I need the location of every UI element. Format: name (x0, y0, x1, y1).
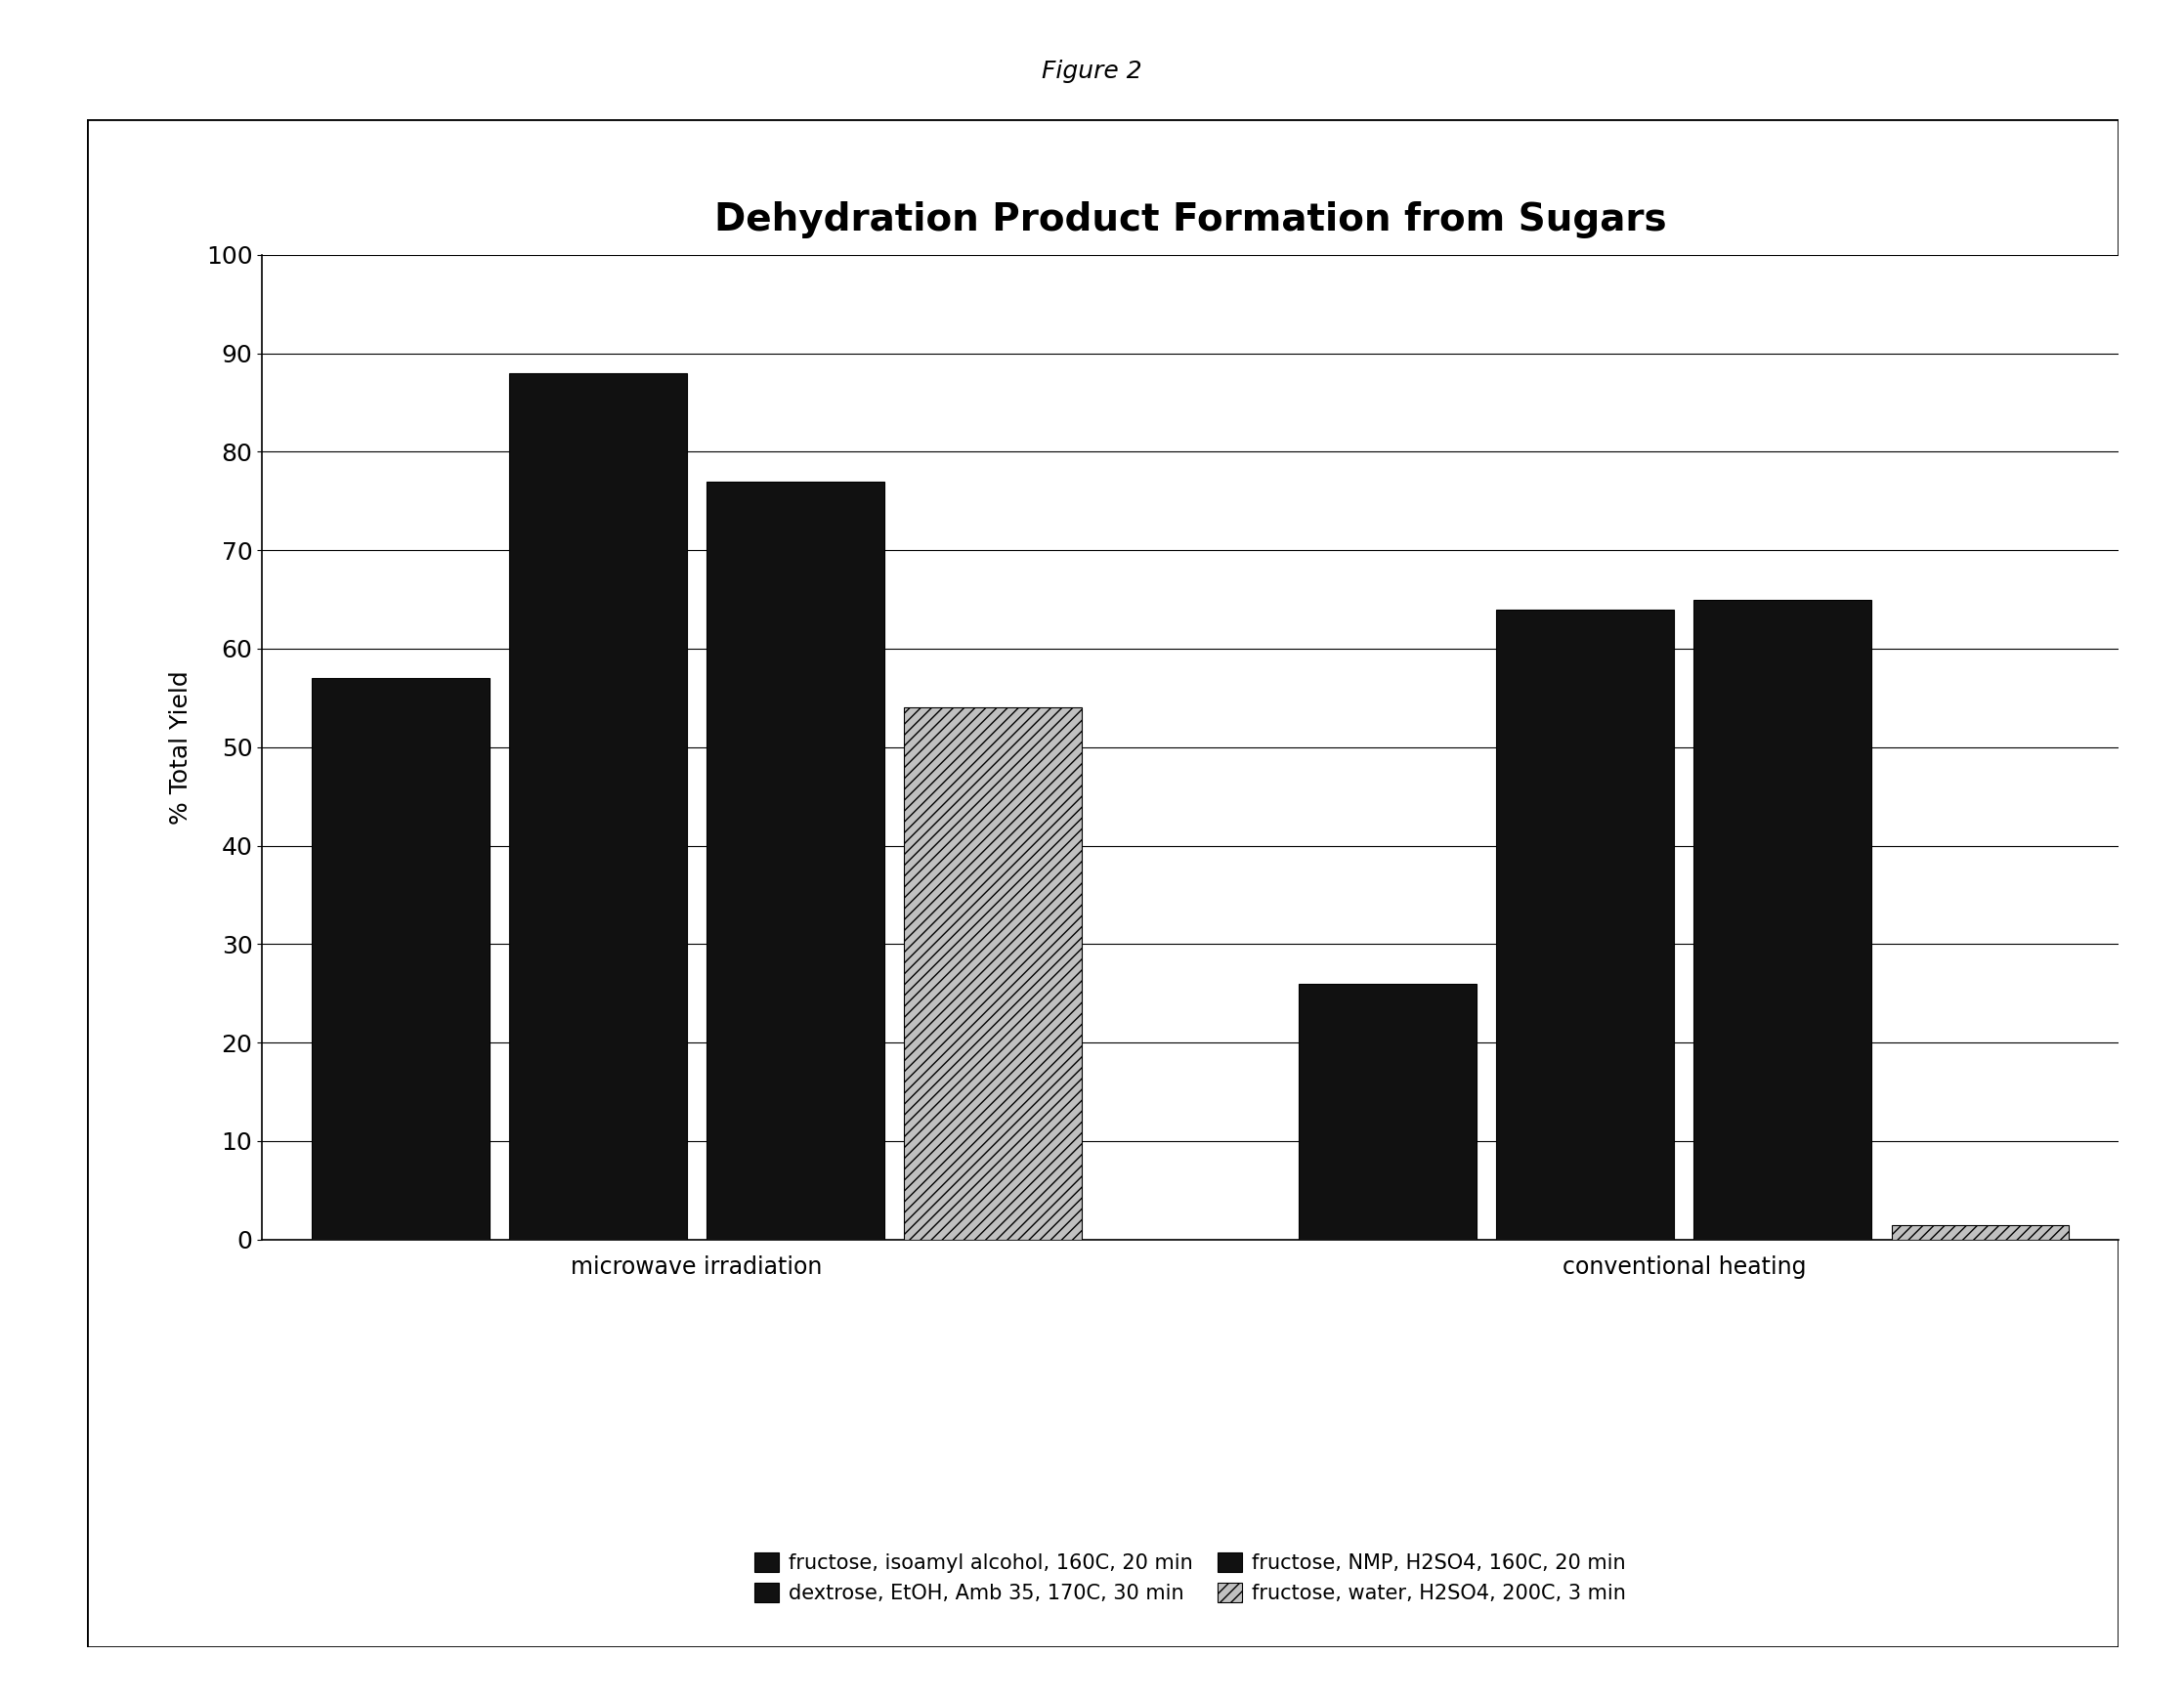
Y-axis label: % Total Yield: % Total Yield (168, 671, 192, 824)
Legend: fructose, isoamyl alcohol, 160C, 20 min, dextrose, EtOH, Amb 35, 170C, 30 min, f: fructose, isoamyl alcohol, 160C, 20 min,… (753, 1552, 1627, 1603)
Bar (705, 481, 885, 1240)
Bar (904, 708, 1081, 1240)
Text: Figure 2: Figure 2 (1042, 59, 1142, 83)
Bar (1695, 599, 1872, 1240)
Title: Dehydration Product Formation from Sugars: Dehydration Product Formation from Sugar… (714, 200, 1666, 238)
Bar (1496, 610, 1675, 1240)
Bar (312, 678, 489, 1240)
Bar (1299, 983, 1476, 1240)
Bar (509, 374, 686, 1240)
Bar (1891, 1224, 2068, 1240)
